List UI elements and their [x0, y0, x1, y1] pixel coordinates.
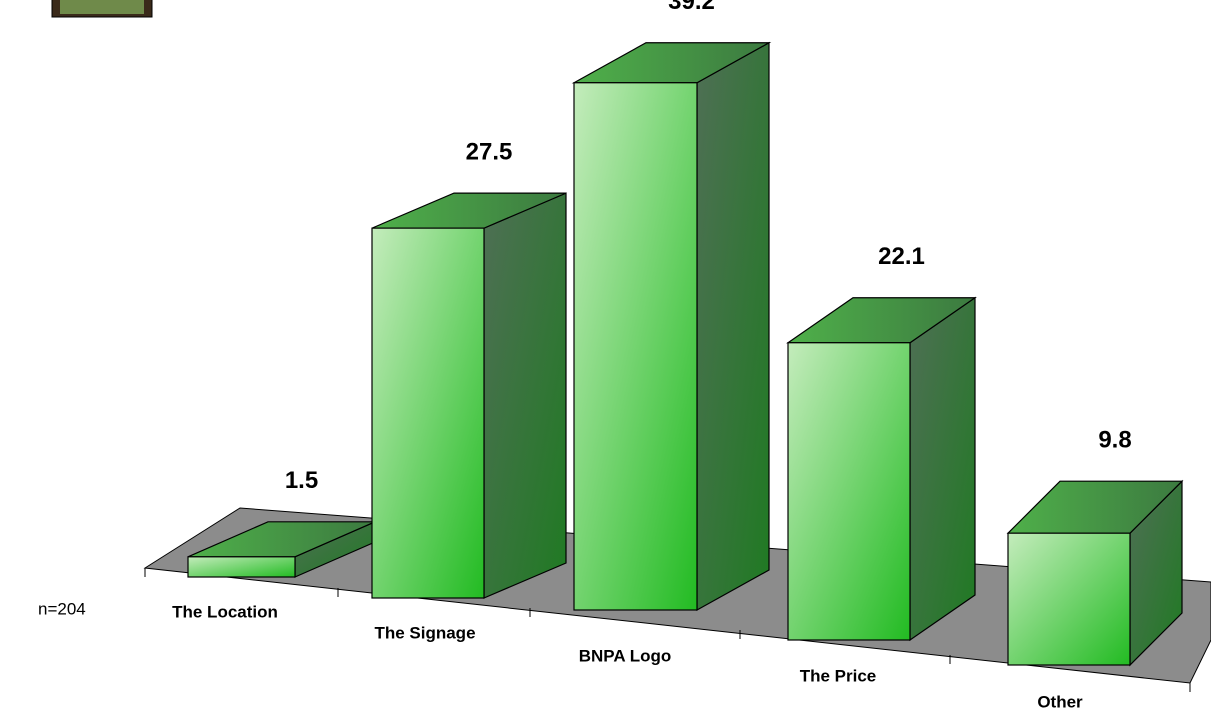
- value-label: 22.1: [878, 243, 925, 270]
- bar-front: [574, 83, 697, 610]
- bar: [788, 298, 975, 640]
- x-tick-label: Other: [1037, 692, 1083, 711]
- value-label: 1.5: [285, 467, 318, 494]
- value-label: 39.2: [668, 0, 715, 15]
- bar-side: [697, 43, 769, 610]
- thumbnail: [52, 0, 152, 17]
- value-label: 27.5: [466, 138, 513, 165]
- bar: [574, 43, 769, 610]
- sample-size: n=204: [38, 599, 86, 618]
- bar-front: [788, 343, 910, 640]
- value-label: 9.8: [1098, 427, 1131, 454]
- x-tick-label: The Price: [800, 666, 877, 685]
- bar: [372, 193, 566, 598]
- bar-front: [372, 228, 484, 598]
- bar: [1008, 481, 1182, 665]
- x-tick-label: The Location: [172, 602, 278, 621]
- bar-front: [188, 557, 295, 577]
- bar-side: [910, 298, 975, 640]
- x-tick-label: BNPA Logo: [579, 646, 672, 665]
- bar-side: [484, 193, 566, 598]
- bar-front: [1008, 533, 1130, 665]
- x-tick-label: The Signage: [374, 623, 475, 642]
- chart: n=204 1.5 The Location 27.5 The Signage 39.2…: [0, 0, 1211, 712]
